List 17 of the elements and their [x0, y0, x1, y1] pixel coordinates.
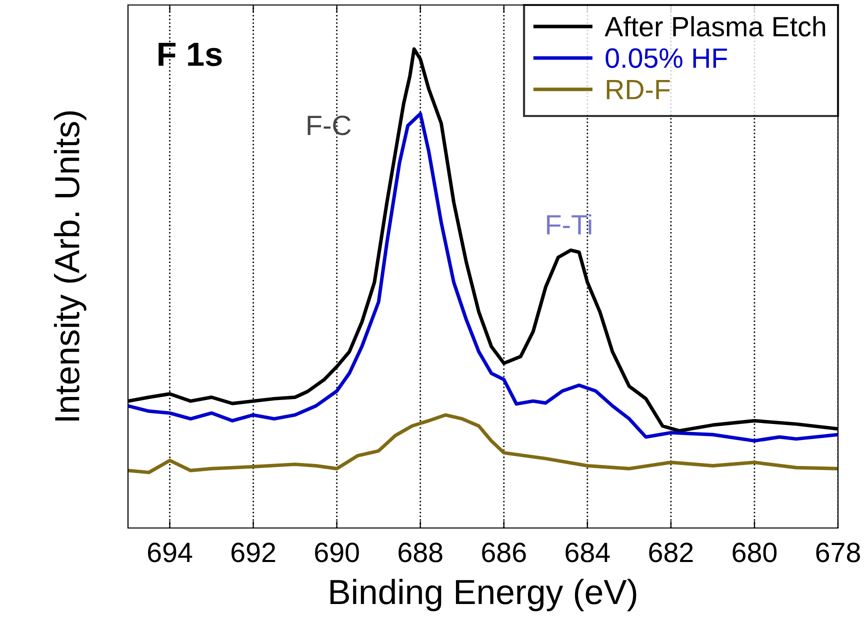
- legend-label: 0.05% HF: [606, 48, 727, 68]
- x-tick-label: 678: [816, 542, 860, 562]
- x-tick-label: 690: [315, 542, 359, 562]
- x-tick-label: 684: [566, 542, 610, 562]
- x-tick-label: 686: [482, 542, 526, 562]
- annotation: F-Ti: [547, 214, 592, 234]
- x-tick-label: 682: [649, 542, 693, 562]
- x-axis-title: Binding Energy (eV): [330, 578, 636, 612]
- legend-label: After Plasma Etch: [604, 16, 826, 37]
- y-axis-title: Intensity (Arb. Units): [54, 111, 86, 421]
- x-tick-label: 692: [232, 542, 276, 562]
- x-tick-label: 680: [732, 542, 777, 562]
- x-tick-label: 694: [148, 542, 192, 562]
- annotation: F-C: [308, 116, 351, 136]
- x-tick-label: 688: [398, 542, 442, 562]
- legend-label: RD-F: [606, 80, 670, 100]
- annotation: F 1s: [158, 42, 222, 66]
